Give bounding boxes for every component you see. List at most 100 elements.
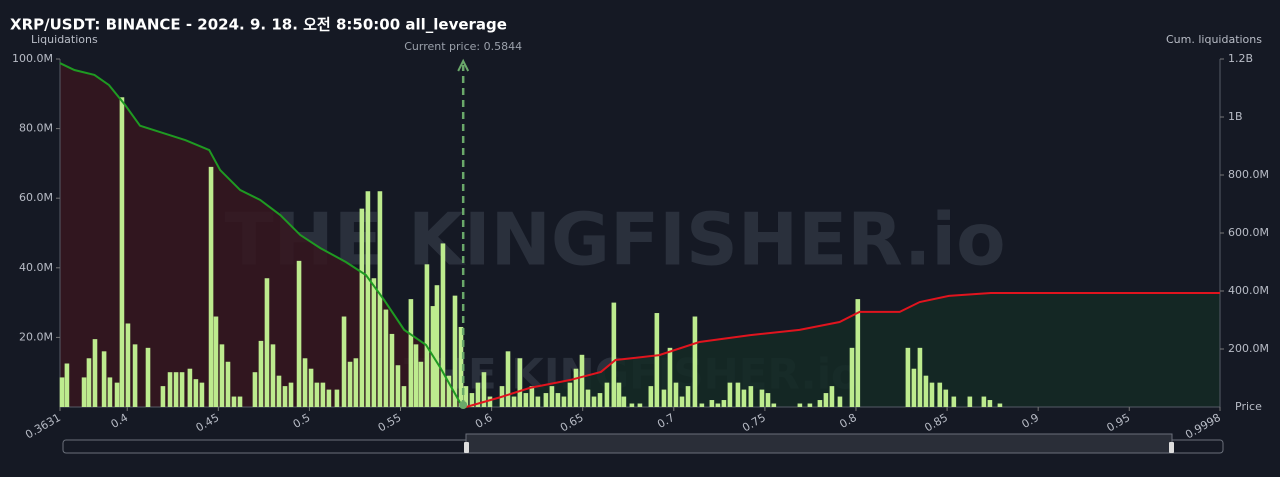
bar [727, 382, 733, 407]
y2-tick-label: 1B [1228, 110, 1243, 123]
bar [365, 191, 371, 407]
bar [282, 386, 288, 407]
current-price-dot [459, 401, 468, 409]
bar [748, 386, 754, 407]
bar [452, 295, 458, 407]
x-tick-label: 0.55 [376, 411, 404, 435]
bar [199, 382, 205, 407]
bar [264, 278, 270, 407]
bar [837, 396, 843, 407]
y2-tick-label: 1.2B [1228, 52, 1253, 65]
x-tick-label: 0.8 [837, 411, 859, 431]
bar [611, 302, 617, 407]
x-tick-label: 0.75 [740, 411, 768, 435]
x-tick-label: 0.7 [655, 411, 677, 431]
bar [616, 382, 622, 407]
bar [418, 361, 424, 407]
bar [591, 396, 597, 407]
bar [193, 379, 199, 407]
y2-tick-label: 800.0M [1228, 168, 1269, 181]
bar [535, 396, 541, 407]
bar [208, 166, 214, 407]
bar [145, 347, 151, 407]
bar [296, 260, 302, 407]
bar [654, 313, 660, 407]
bar [661, 389, 667, 407]
bar [604, 382, 610, 407]
bar [481, 372, 487, 407]
x-tick-label: 0.85 [922, 411, 950, 435]
bar [943, 389, 949, 407]
bar [929, 382, 935, 407]
bar [424, 264, 430, 407]
bar [561, 396, 567, 407]
cumulative-line [465, 292, 1220, 408]
bar [173, 372, 179, 407]
bar [709, 400, 715, 407]
bar [167, 372, 173, 407]
bar [829, 386, 835, 407]
bar [359, 208, 365, 407]
bar [543, 393, 549, 407]
y-tick-label: 20.0M [19, 330, 53, 343]
bar [440, 243, 446, 407]
y-axis-label: Liquidations [31, 33, 98, 46]
bar [446, 375, 452, 407]
bar [679, 396, 685, 407]
bar [458, 326, 464, 407]
scroll-handle[interactable] [464, 442, 469, 453]
bar [107, 377, 113, 407]
y2-tick-label: 200.0M [1228, 342, 1269, 355]
bar [270, 344, 276, 407]
x-tick-label: 0.65 [558, 411, 586, 435]
bar [629, 403, 635, 407]
bar [59, 377, 65, 407]
bar [475, 382, 481, 407]
bar [463, 386, 469, 407]
bar [258, 340, 264, 407]
bar [807, 403, 813, 407]
bar [225, 361, 231, 407]
bar [715, 403, 721, 407]
bar [119, 97, 125, 407]
scroll-thumb[interactable] [465, 433, 1173, 454]
bar [579, 354, 585, 407]
bar [905, 347, 911, 407]
bar [81, 377, 87, 407]
bar [213, 316, 219, 407]
bar [86, 358, 92, 407]
bar [314, 382, 320, 407]
bar [347, 361, 353, 407]
bar [371, 278, 377, 407]
bar [101, 351, 107, 407]
bar [341, 316, 347, 407]
chart-title: XRP/USDT: BINANCE - 2024. 9. 18. 오전 8:50… [10, 16, 507, 34]
bar [413, 344, 419, 407]
bar [308, 368, 314, 407]
bar [967, 396, 973, 407]
y2-tick-label: 400.0M [1228, 284, 1269, 297]
bar [823, 393, 829, 407]
y-tick-label: 80.0M [19, 122, 53, 135]
bar [765, 393, 771, 407]
y2-tick-label: 600.0M [1228, 226, 1269, 239]
x-tick-label: 0.4 [109, 411, 131, 431]
bar [648, 386, 654, 407]
y-tick-label: 100.0M [12, 52, 53, 65]
bar [408, 299, 414, 407]
bar [797, 403, 803, 407]
current-price-arrow [457, 58, 470, 72]
bar [288, 382, 294, 407]
bar [389, 333, 395, 407]
bar [721, 400, 727, 407]
bar [621, 396, 627, 407]
bar [573, 368, 579, 407]
bar [252, 372, 258, 407]
bar [937, 382, 943, 407]
bar [401, 386, 407, 407]
bar [951, 396, 957, 407]
scroll-handle[interactable] [1169, 442, 1174, 453]
bar [353, 358, 359, 407]
x-tick-label: 0.3631 [23, 411, 63, 442]
